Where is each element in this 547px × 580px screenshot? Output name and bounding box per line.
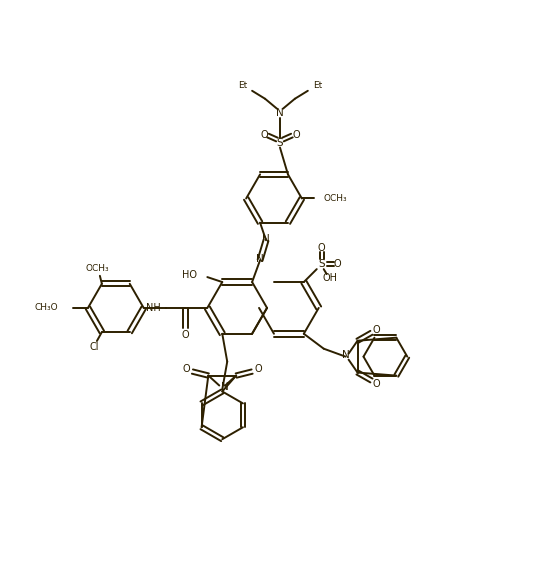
Text: O: O [318,243,325,253]
Text: Et: Et [238,81,247,90]
Text: CH₃O: CH₃O [34,303,58,313]
Text: N: N [342,350,350,360]
Text: O: O [260,129,268,140]
Text: S: S [318,259,325,269]
Text: OCH₃: OCH₃ [85,264,109,273]
Text: N: N [222,382,229,393]
Text: Cl: Cl [89,342,98,352]
Text: O: O [292,129,300,140]
Text: O: O [182,330,189,340]
Text: O: O [334,259,341,269]
Text: O: O [373,379,380,389]
Text: N: N [262,234,270,244]
Text: O: O [373,325,380,335]
Text: N: N [256,254,264,264]
Text: N: N [276,108,284,118]
Text: O: O [254,364,262,374]
Text: OH: OH [322,273,337,283]
Text: S: S [277,137,283,147]
Text: O: O [183,364,190,374]
Text: HO: HO [182,270,197,280]
Text: NH: NH [146,303,161,313]
Text: OCH₃: OCH₃ [324,194,347,203]
Text: Et: Et [313,81,322,90]
